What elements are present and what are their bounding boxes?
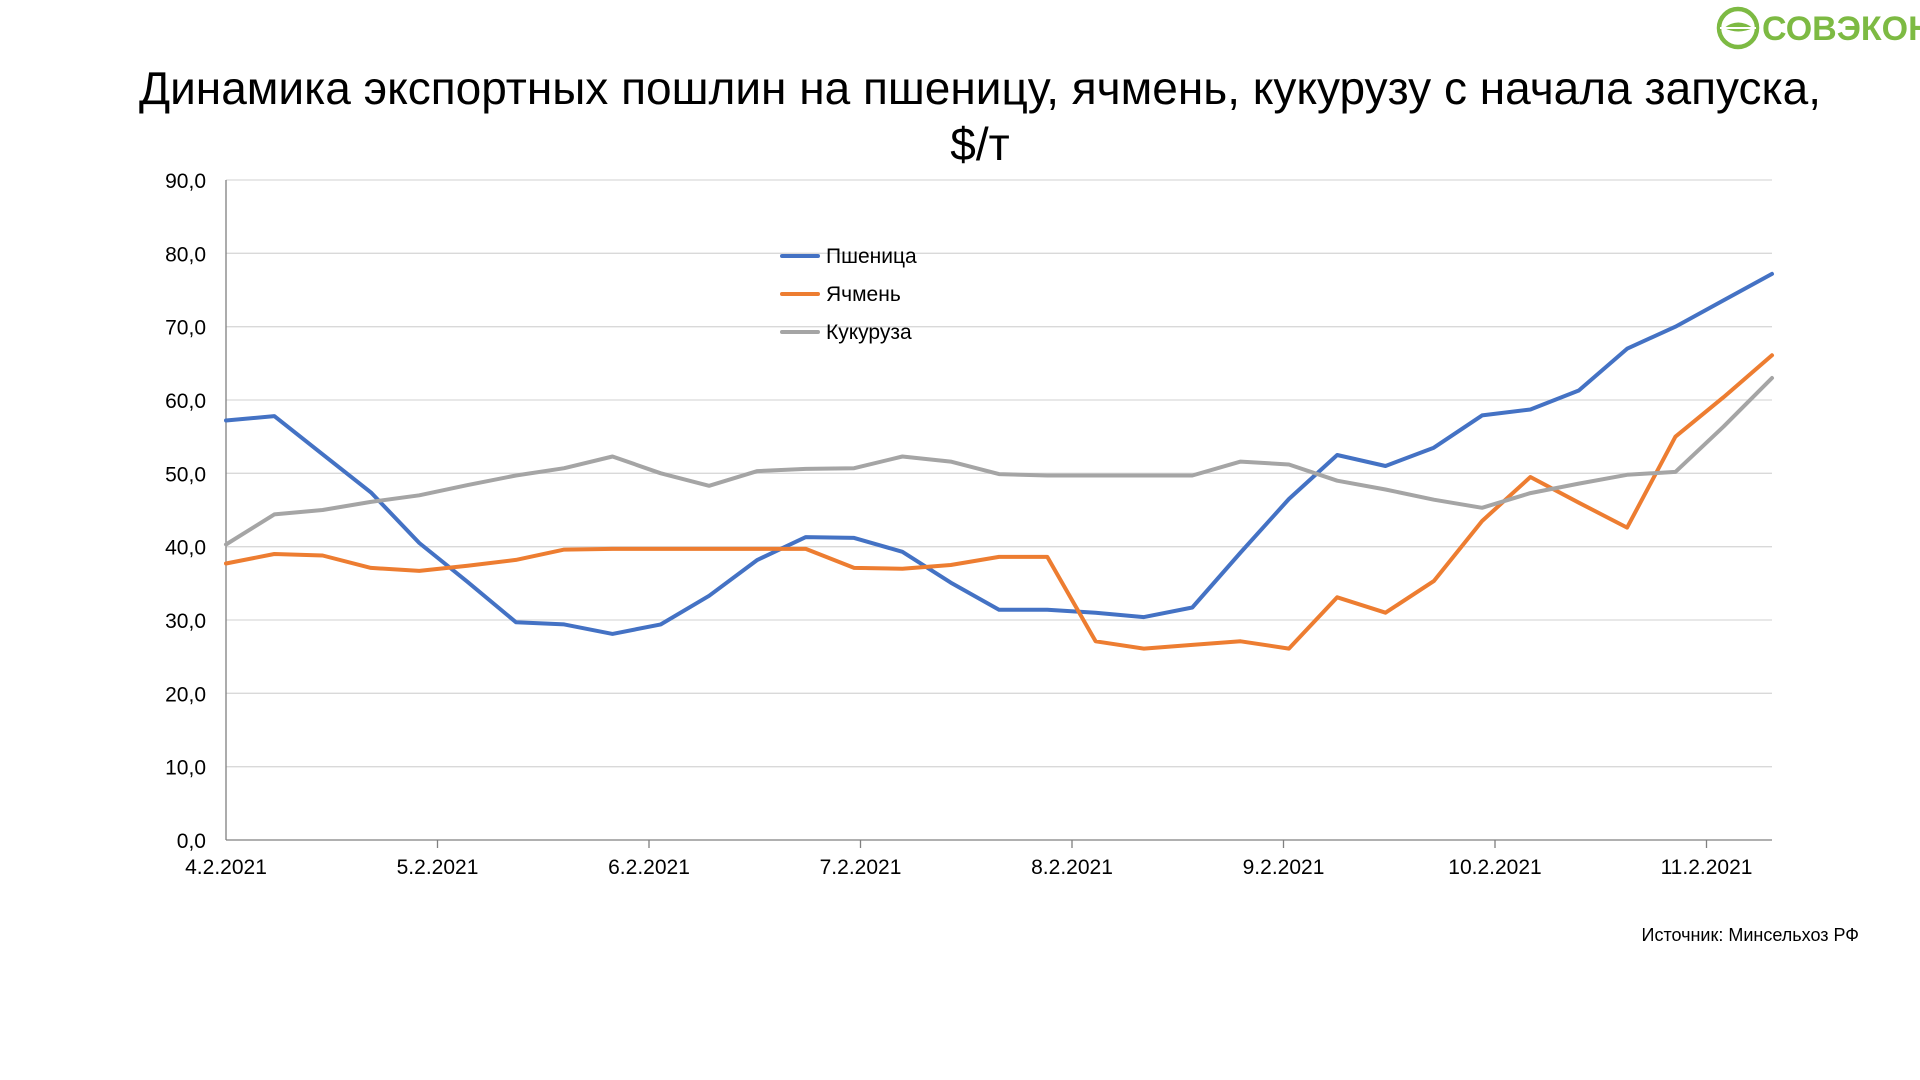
y-tick-label: 10,0 — [165, 757, 206, 780]
y-tick-label: 70,0 — [165, 317, 206, 340]
sovecon-logo: СОВЭКОН — [1716, 6, 1920, 50]
series-line-3 — [224, 376, 1774, 547]
x-tick-label: 9.2.2021 — [1243, 856, 1325, 879]
y-tick-labels: 0,0 10,0 20,0 30,0 40,0 50,0 60,0 70,0 80,0 90,0 — [165, 170, 206, 853]
y-tick-label: 50,0 — [165, 463, 206, 486]
legend-label: Ячмень — [826, 283, 901, 306]
chart-title: Динамика экспортных пошлин на пшеницу, я… — [138, 62, 1822, 170]
source-note: Источник: Минсельхоз РФ — [1641, 925, 1859, 945]
x-tick-label: 4.2.2021 — [185, 856, 267, 879]
legend-label: Кукуруза — [826, 321, 912, 344]
legend: Пшеница Ячмень Кукуруза — [780, 245, 917, 344]
x-tick-label: 6.2.2021 — [608, 856, 690, 879]
series-line-2 — [224, 353, 1774, 651]
x-tick-label: 7.2.2021 — [820, 856, 902, 879]
y-tick-label: 90,0 — [165, 170, 206, 193]
y-tick-label: 20,0 — [165, 683, 206, 706]
axes — [225, 180, 1772, 848]
legend-label: Пшеница — [826, 245, 917, 268]
y-tick-label: 30,0 — [165, 610, 206, 633]
x-tick-label: 5.2.2021 — [397, 856, 479, 879]
x-tick-label: 10.2.2021 — [1448, 856, 1541, 879]
y-tick-label: 0,0 — [177, 830, 206, 853]
line-chart: 0,010,020,030,040,050,060,070,080,090,0 … — [165, 170, 1774, 879]
sovecon-logo-icon — [1716, 6, 1760, 50]
series-lines — [224, 271, 1774, 651]
x-tick-labels: 4.2.2021 5.2.2021 6.2.2021 7.2.2021 8.2.2021… — [185, 856, 1752, 879]
series-line-1 — [224, 271, 1774, 636]
x-tick-label: 11.2.2021 — [1661, 856, 1753, 879]
x-tick-label: 8.2.2021 — [1031, 856, 1113, 879]
sovecon-logo-text: СОВЭКОН — [1762, 10, 1920, 48]
y-tick-label: 80,0 — [165, 243, 206, 266]
y-tick-label: 60,0 — [165, 390, 206, 413]
y-tick-label: 40,0 — [165, 537, 206, 560]
